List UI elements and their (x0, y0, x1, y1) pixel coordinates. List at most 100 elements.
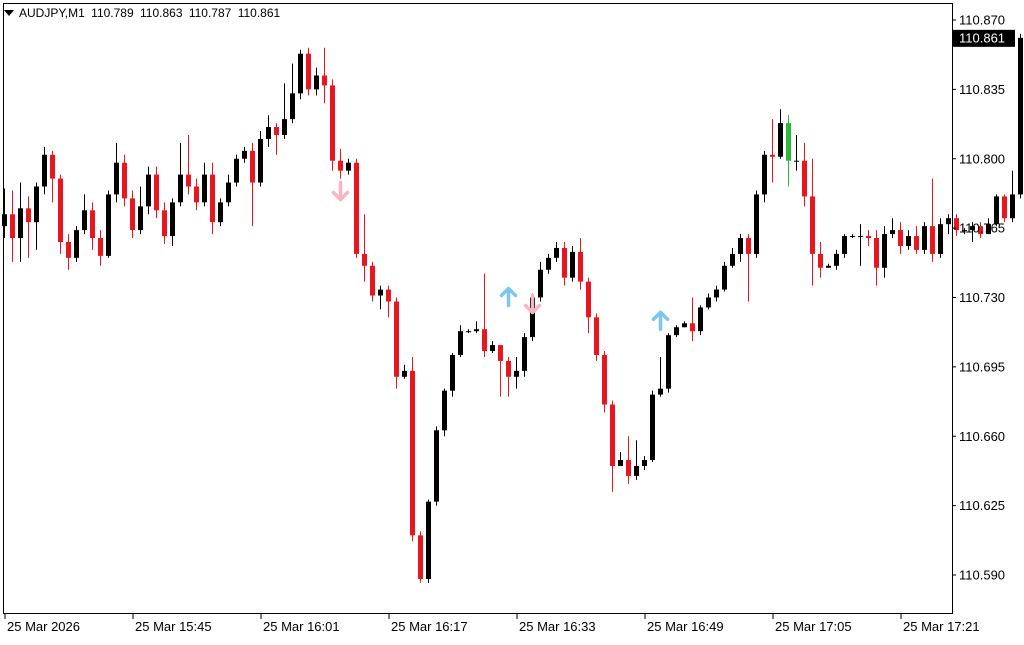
price-tick-label: 110.660 (959, 429, 1005, 444)
candle (674, 325, 679, 338)
candle-body (418, 535, 423, 579)
price-tick: 110.590 (952, 568, 1005, 583)
candle (234, 154, 239, 187)
candle (594, 313, 599, 361)
candle-body (882, 234, 887, 268)
candle (258, 131, 263, 187)
candle (250, 142, 255, 227)
candle (658, 356, 663, 397)
candle-body (1002, 196, 1007, 219)
candle (146, 166, 151, 215)
candle-body (354, 162, 359, 254)
candle-body (762, 154, 767, 195)
candle (498, 345, 503, 397)
candle-body (170, 202, 175, 237)
price-tick: 110.870 (952, 13, 1005, 28)
candle-body (754, 194, 759, 254)
candle-body (730, 253, 735, 266)
candle-body (834, 253, 839, 266)
candle-body (490, 345, 495, 352)
candles-layer (2, 33, 1023, 583)
candle-body (778, 123, 783, 157)
candle-body (810, 196, 815, 254)
candle (682, 321, 687, 328)
candle-body (610, 404, 615, 466)
candle (106, 190, 111, 258)
low-price: 110.787 (188, 6, 232, 20)
candle-body (10, 214, 15, 239)
candle (378, 285, 383, 310)
candle-body (690, 323, 695, 332)
candle (538, 261, 543, 302)
candle-body (538, 269, 543, 298)
candle-body (106, 194, 111, 256)
candle (290, 63, 295, 124)
time-tick: 25 Mar 2026 (4, 613, 80, 634)
candle-body (458, 331, 463, 355)
candle (962, 228, 967, 235)
candle (74, 226, 79, 262)
candle (82, 194, 87, 235)
candle (986, 218, 991, 235)
candle-body (674, 327, 679, 336)
candle (362, 214, 367, 282)
candle (90, 202, 95, 250)
candle (330, 79, 335, 171)
candle (138, 186, 143, 235)
price-tick: 110.800 (952, 151, 1005, 166)
close-price: 110.861 (237, 6, 281, 20)
candle (186, 134, 191, 195)
candle-body (466, 331, 471, 333)
candle-body (186, 174, 191, 187)
candle-body (698, 307, 703, 332)
candle (914, 226, 919, 254)
candle (34, 182, 39, 250)
candle (202, 162, 207, 207)
candle-body (82, 210, 87, 231)
current-price-tag: 110.861 (953, 29, 1015, 47)
candle (26, 196, 31, 258)
candle-body (962, 230, 967, 232)
candle-body (546, 257, 551, 270)
candle (954, 214, 959, 237)
candle-body (850, 236, 855, 238)
candle (754, 190, 759, 258)
high-price: 110.863 (140, 6, 183, 20)
candle (42, 146, 47, 195)
candle (850, 234, 855, 239)
candle-body (74, 230, 79, 258)
candle-body (306, 53, 311, 90)
candle (10, 190, 15, 262)
candle (898, 222, 903, 254)
candle-body (986, 224, 991, 235)
current-price-label: 110.861 (959, 30, 1005, 45)
candle (690, 297, 695, 342)
candle-body (162, 210, 167, 237)
candle (442, 388, 447, 437)
price-tick-label: 110.695 (959, 359, 1005, 374)
time-tick-label: 25 Mar 16:49 (647, 619, 724, 634)
candle-body (770, 154, 775, 157)
candle (450, 353, 455, 397)
triangle-down-icon[interactable] (4, 9, 14, 16)
candle-body (34, 186, 39, 223)
time-tick-label: 25 Mar 16:33 (519, 619, 596, 634)
candle (242, 146, 247, 163)
candle-body (498, 345, 503, 361)
candle-body (842, 236, 847, 254)
candle-body (322, 75, 327, 86)
candle (482, 273, 487, 357)
candle-body (898, 230, 903, 246)
candle-body (386, 289, 391, 302)
candle (802, 142, 807, 207)
candle-body (58, 178, 63, 242)
candle-body (338, 160, 343, 171)
candle-body (122, 162, 127, 199)
candle-body (194, 186, 199, 203)
candle-body (66, 242, 71, 258)
price-tick: 110.835 (952, 82, 1005, 97)
candle-body (250, 150, 255, 183)
candle-body (802, 160, 807, 197)
